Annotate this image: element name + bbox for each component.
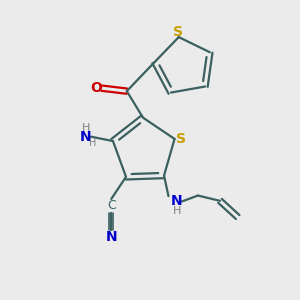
Text: S: S	[176, 132, 186, 146]
Text: O: O	[91, 81, 102, 95]
Text: C: C	[107, 199, 116, 212]
Text: N: N	[106, 230, 117, 244]
Text: S: S	[173, 25, 183, 39]
Text: H: H	[81, 123, 90, 134]
Text: H: H	[89, 138, 96, 148]
Text: H: H	[173, 206, 182, 216]
Text: N: N	[80, 130, 92, 144]
Text: N: N	[171, 194, 182, 208]
